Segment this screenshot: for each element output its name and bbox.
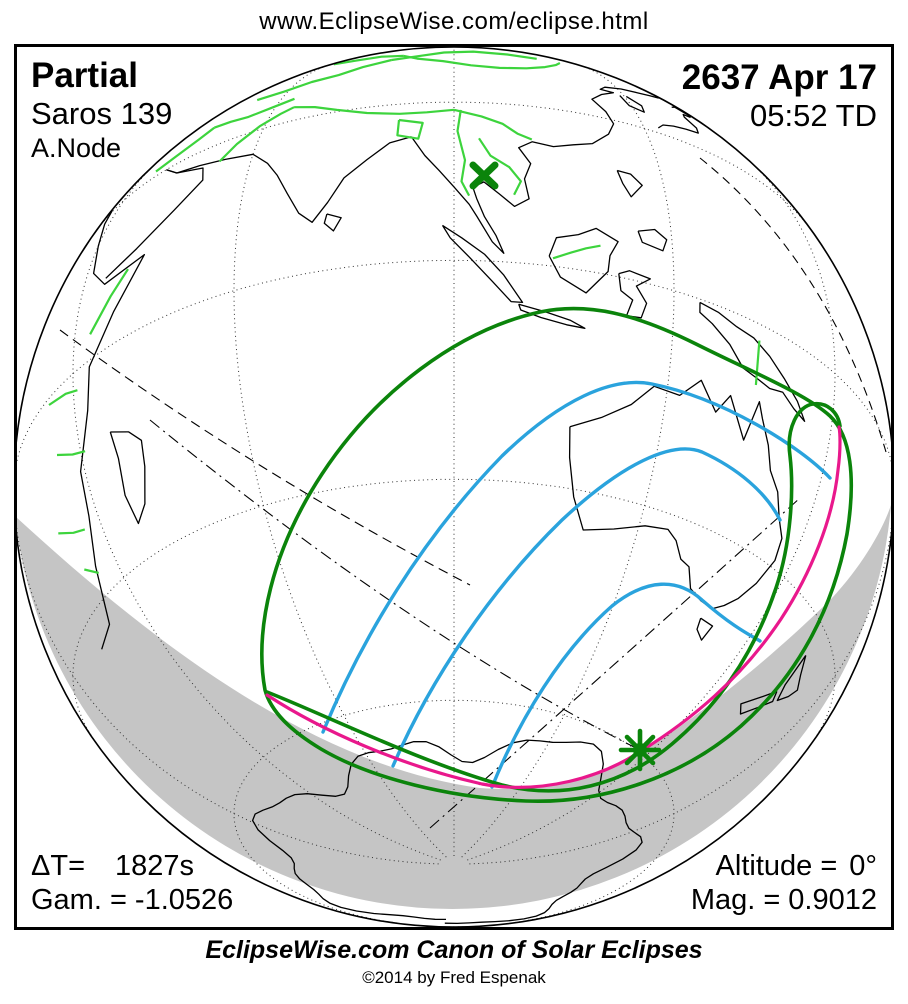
limb-parallel-dashed-line	[699, 157, 887, 453]
footer-title: EclipseWise.com Canon of Solar Eclipses	[205, 936, 703, 964]
map-path	[441, 224, 524, 304]
magnitude-value: 0.9012	[788, 883, 877, 916]
x-cross-icon	[469, 161, 499, 190]
horizon-dashdot-line	[59, 329, 471, 586]
magnitude-label: Mag. =	[690, 883, 781, 916]
sunrise-sunset-curve	[265, 425, 842, 789]
map-path	[105, 167, 204, 279]
map-path	[396, 118, 424, 140]
eclipse-info-bottom-right: Altitude = 0° Mag. = 0.9012	[691, 849, 877, 917]
map-path	[410, 86, 659, 254]
map-path	[48, 389, 78, 406]
map-path	[95, 101, 813, 232]
gamma-label: Gam. =	[31, 883, 127, 916]
eclipse-info-bottom-left: ΔT= 1827s Gam. = -1.0526	[31, 849, 233, 917]
map-path	[213, 97, 295, 129]
delta-t-value: 1827s	[115, 849, 195, 882]
night-shading-region	[17, 505, 891, 909]
eclipse-curve-blue-3	[490, 582, 762, 789]
eclipse-curve-blue-1	[321, 380, 832, 734]
eclipse-curve-blue-2	[391, 447, 782, 768]
eclipse-globe-map	[17, 47, 891, 927]
penumbra-limit-curves	[260, 306, 854, 804]
gamma-row: Gam. = -1.0526	[31, 883, 233, 917]
map-path	[548, 227, 619, 294]
map-path	[754, 340, 761, 386]
footer-copyright: ©2014 by Fred Espenak	[362, 968, 546, 987]
altitude-row: Altitude = 0°	[691, 849, 877, 883]
eclipse-info-top-left: Partial Saros 139 A.Node	[31, 55, 172, 165]
node-label: A.Node	[31, 132, 122, 163]
map-path	[218, 106, 295, 163]
map-path	[453, 108, 533, 141]
graticule-grid	[17, 47, 891, 927]
map-path	[619, 95, 645, 113]
map-path	[58, 528, 86, 535]
reference-dashed-lines	[59, 157, 887, 829]
penumbra-inner-limit-curve	[265, 401, 842, 793]
eclipse-time-curves	[321, 380, 832, 789]
ecliptic-dashdot-line	[149, 419, 641, 751]
map-path	[776, 655, 807, 702]
map-path	[79, 210, 146, 650]
eclipse-date: 2637 Apr 17	[681, 58, 877, 97]
axis-dashdot-line	[429, 497, 801, 829]
penumbra-outer-limit-curve	[260, 306, 854, 804]
map-path	[478, 137, 522, 196]
map-path	[17, 259, 891, 488]
eclipse-info-top-right: 2637 Apr 17 05:52 TD	[682, 57, 877, 135]
map-path	[294, 106, 455, 115]
eclipse-time: 05:52 TD	[750, 98, 877, 134]
delta-t-row: ΔT= 1827s	[31, 849, 233, 883]
map-path	[256, 58, 392, 102]
map-path	[252, 136, 412, 223]
map-path	[251, 739, 643, 925]
delta-t-label: ΔT=	[31, 849, 86, 882]
map-path	[333, 54, 404, 66]
map-path	[696, 617, 714, 641]
map-path	[166, 153, 254, 174]
map-path	[699, 301, 806, 422]
political-borders	[48, 50, 761, 574]
map-path	[109, 431, 146, 525]
map-path	[456, 109, 471, 197]
map-path	[637, 228, 668, 252]
altitude-label: Altitude =	[715, 849, 838, 882]
eclipse-type-label: Partial	[31, 56, 138, 95]
coastlines	[79, 86, 807, 925]
map-path	[89, 268, 129, 335]
eclipse-map-frame: Partial Saros 139 A.Node 2637 Apr 17 05:…	[14, 44, 894, 930]
altitude-value: 0°	[849, 849, 877, 882]
map-path	[618, 270, 651, 319]
map-path	[233, 699, 675, 927]
greatest-eclipse-marker-core	[633, 743, 647, 757]
map-path	[391, 50, 537, 62]
map-path	[72, 478, 836, 743]
map-path	[403, 54, 561, 70]
magnitude-row: Mag. = 0.9012	[691, 883, 877, 917]
map-path	[518, 303, 586, 329]
map-path	[56, 450, 86, 457]
map-path	[739, 690, 778, 715]
map-path	[616, 169, 643, 198]
saros-label: Saros 139	[31, 96, 173, 132]
page-url: www.EclipseWise.com/eclipse.html	[259, 8, 649, 35]
map-path	[552, 244, 601, 260]
map-path	[323, 213, 342, 232]
gamma-value: -1.0526	[134, 883, 234, 916]
map-path	[568, 379, 783, 610]
map-path	[155, 126, 215, 173]
subsolar-point-marker	[469, 161, 499, 190]
map-path	[84, 568, 99, 574]
